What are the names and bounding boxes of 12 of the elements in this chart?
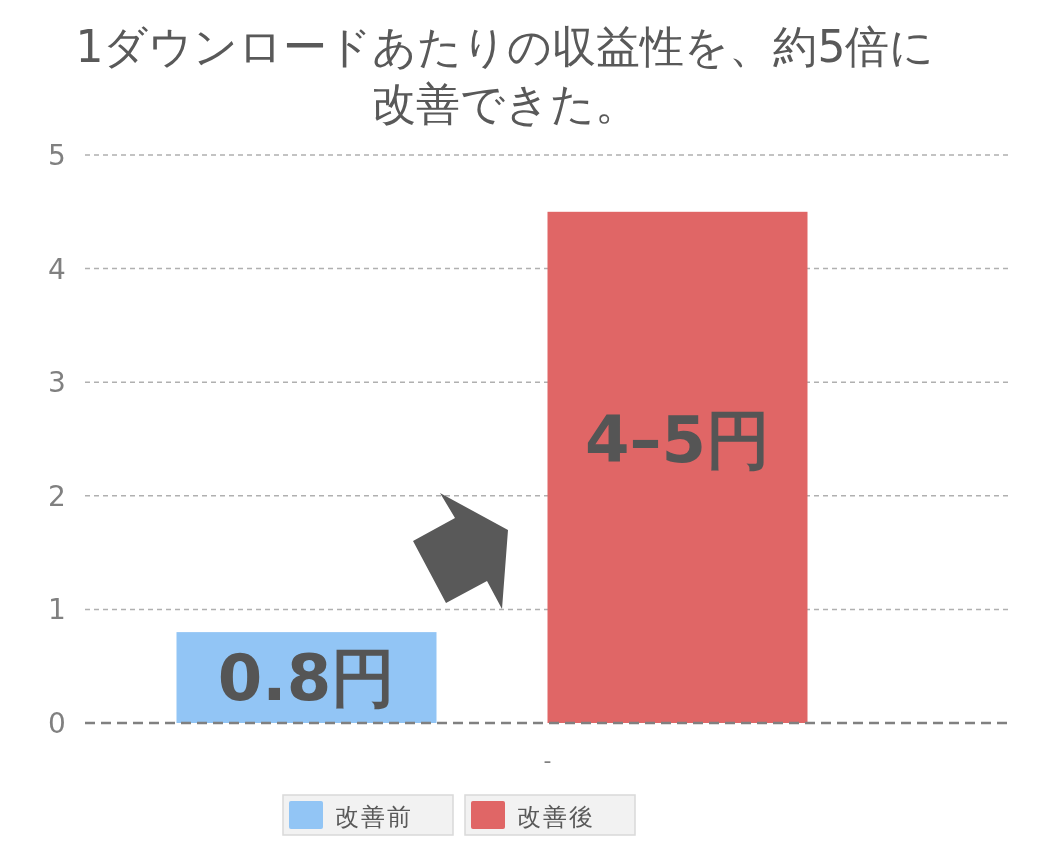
x-tick-label: - bbox=[543, 748, 552, 773]
data-label: 0.8円 bbox=[217, 640, 396, 715]
legend-label: 改善後 bbox=[517, 803, 595, 831]
legend-label: 改善前 bbox=[335, 803, 413, 831]
y-tick-label: 0 bbox=[48, 707, 66, 740]
y-tick-label: 2 bbox=[48, 479, 66, 513]
y-tick-label: 5 bbox=[48, 139, 66, 172]
y-tick-label: 4 bbox=[48, 252, 66, 286]
y-tick-label: 1 bbox=[48, 593, 66, 627]
y-tick-label: 3 bbox=[48, 366, 66, 400]
data-label: 4–5円 bbox=[584, 402, 771, 477]
chart-title: 1ダウンロードあたりの収益性を、約5倍に改善できた。 bbox=[75, 21, 935, 129]
